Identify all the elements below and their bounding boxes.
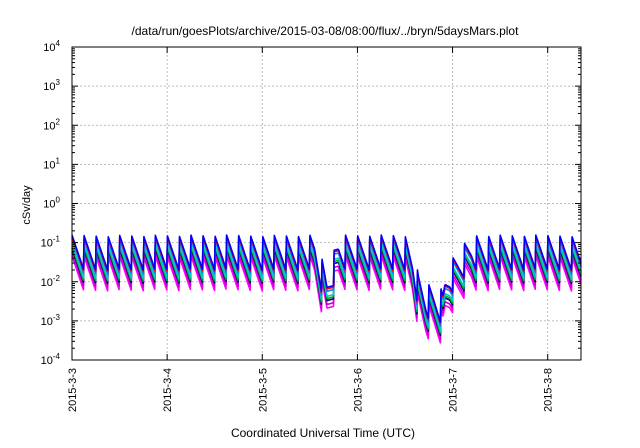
y-tick-label: 10-1: [41, 235, 61, 250]
series-line: [71, 234, 582, 323]
y-tick-label: 10-3: [41, 313, 61, 328]
y-tick-label: 103: [43, 78, 60, 93]
y-tick-label: 104: [43, 39, 60, 54]
x-axis-label: Coordinated Universal Time (UTC): [231, 426, 415, 440]
series-group: [71, 234, 582, 344]
series-line: [71, 251, 582, 340]
y-tick-label: 102: [43, 117, 60, 132]
y-tick-label: 100: [43, 196, 60, 211]
y-axis: 10-4 10-3 10-2 10-1 100 101 102 103 104: [41, 39, 581, 367]
chart-title: /data/run/goesPlots/archive/2015-03-08/0…: [132, 24, 520, 38]
y-tick-label: 101: [43, 156, 60, 171]
x-tick-label: 2015-3-8: [543, 368, 555, 412]
y-tick-label: 10-2: [41, 274, 61, 289]
y-axis-label: cSv/day: [21, 185, 33, 225]
x-tick-label: 2015-3-6: [352, 368, 364, 412]
x-tick-label: 2015-3-5: [257, 368, 269, 412]
x-axis: 2015-3-3 2015-3-4 2015-3-5 2015-3-6 2015-3-7…: [67, 47, 555, 412]
grid: [72, 47, 581, 360]
y-tick-label: 10-4: [41, 352, 61, 367]
series-line: [71, 243, 582, 332]
x-tick-label: 2015-3-3: [67, 368, 79, 412]
x-tick-label: 2015-3-4: [162, 368, 174, 412]
x-tick-label: 2015-3-7: [448, 368, 460, 412]
series-line: [71, 255, 582, 344]
